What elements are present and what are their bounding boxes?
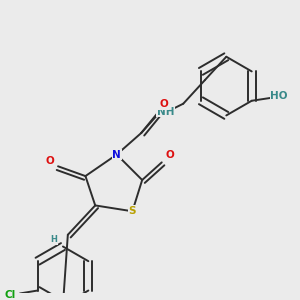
Text: N: N <box>112 150 121 160</box>
Text: HO: HO <box>270 91 288 101</box>
Text: S: S <box>129 206 136 216</box>
Text: O: O <box>165 150 174 160</box>
Text: NH: NH <box>157 106 174 116</box>
Text: O: O <box>159 99 168 109</box>
Text: Cl: Cl <box>4 290 16 300</box>
Text: H: H <box>51 235 58 244</box>
Text: O: O <box>46 156 55 167</box>
